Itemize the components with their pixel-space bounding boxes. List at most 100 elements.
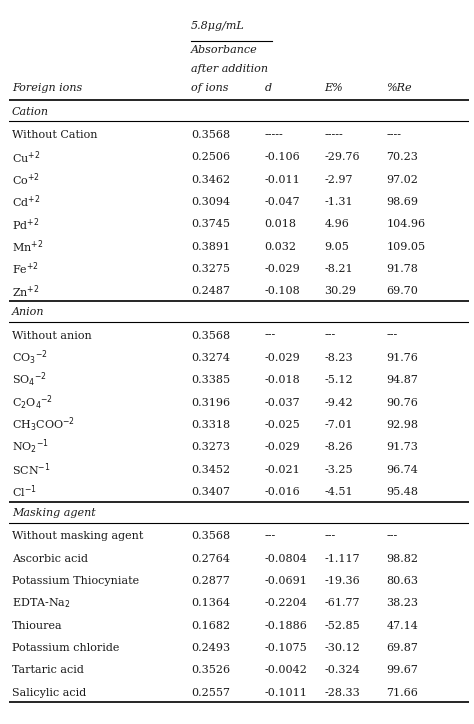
Text: 0.3745: 0.3745: [191, 219, 230, 230]
Text: 0.2493: 0.2493: [191, 643, 230, 653]
Text: 91.76: 91.76: [386, 353, 419, 363]
Text: 5.8μg/mL: 5.8μg/mL: [191, 22, 245, 31]
Text: 96.74: 96.74: [386, 465, 419, 475]
Text: 0.3196: 0.3196: [191, 397, 230, 408]
Text: Cl$^{-1}$: Cl$^{-1}$: [12, 484, 36, 500]
Text: 109.05: 109.05: [386, 242, 426, 252]
Text: -4.51: -4.51: [324, 487, 353, 497]
Text: 90.76: 90.76: [386, 397, 419, 408]
Text: Zn$^{+2}$: Zn$^{+2}$: [12, 283, 39, 300]
Text: %Re: %Re: [386, 83, 412, 93]
Text: 0.2506: 0.2506: [191, 152, 230, 162]
Text: Anion: Anion: [12, 307, 44, 317]
Text: -2.97: -2.97: [324, 174, 353, 185]
Text: -3.25: -3.25: [324, 465, 353, 475]
Text: 91.73: 91.73: [386, 442, 419, 452]
Text: CO$_3$$^{-2}$: CO$_3$$^{-2}$: [12, 349, 47, 367]
Text: of ions: of ions: [191, 83, 228, 93]
Text: 70.23: 70.23: [386, 152, 419, 162]
Text: ----: ----: [386, 130, 401, 140]
Text: 99.67: 99.67: [386, 665, 419, 675]
Text: 0.2877: 0.2877: [191, 576, 230, 586]
Text: 0.3407: 0.3407: [191, 487, 230, 497]
Text: Cu$^{+2}$: Cu$^{+2}$: [12, 149, 40, 166]
Text: -0.2204: -0.2204: [264, 598, 308, 608]
Text: 0.018: 0.018: [264, 219, 297, 230]
Text: 9.05: 9.05: [324, 242, 349, 252]
Text: 0.3462: 0.3462: [191, 174, 230, 185]
Text: -0.037: -0.037: [264, 397, 301, 408]
Text: 94.87: 94.87: [386, 375, 419, 385]
Text: 0.3385: 0.3385: [191, 375, 230, 385]
Text: -0.0042: -0.0042: [264, 665, 308, 675]
Text: -0.029: -0.029: [264, 264, 301, 274]
Text: -0.108: -0.108: [264, 287, 301, 296]
Text: Potassium chloride: Potassium chloride: [12, 643, 119, 653]
Text: Ascorbic acid: Ascorbic acid: [12, 554, 88, 563]
Text: Co$^{+2}$: Co$^{+2}$: [12, 172, 40, 188]
Text: -0.021: -0.021: [264, 465, 301, 475]
Text: ---: ---: [264, 531, 276, 541]
Text: ---: ---: [386, 531, 398, 541]
Text: 0.2487: 0.2487: [191, 287, 230, 296]
Text: 0.3275: 0.3275: [191, 264, 230, 274]
Text: -----: -----: [264, 130, 283, 140]
Text: -8.21: -8.21: [324, 264, 353, 274]
Text: SO$_4$$^{-2}$: SO$_4$$^{-2}$: [12, 371, 46, 390]
Text: NO$_2$$^{-1}$: NO$_2$$^{-1}$: [12, 438, 49, 457]
Text: 0.3568: 0.3568: [191, 531, 230, 541]
Text: -0.1886: -0.1886: [264, 620, 308, 631]
Text: -1.31: -1.31: [324, 197, 353, 207]
Text: -7.01: -7.01: [324, 420, 353, 430]
Text: Mn$^{+2}$: Mn$^{+2}$: [12, 238, 43, 255]
Text: -61.77: -61.77: [324, 598, 360, 608]
Text: 98.82: 98.82: [386, 554, 419, 563]
Text: -9.42: -9.42: [324, 397, 353, 408]
Text: 0.2764: 0.2764: [191, 554, 230, 563]
Text: -0.025: -0.025: [264, 420, 301, 430]
Text: 0.3318: 0.3318: [191, 420, 230, 430]
Text: -0.0804: -0.0804: [264, 554, 308, 563]
Text: 0.3526: 0.3526: [191, 665, 230, 675]
Text: -0.0691: -0.0691: [264, 576, 308, 586]
Text: 0.3274: 0.3274: [191, 353, 230, 363]
Text: ---: ---: [264, 331, 276, 340]
Text: 80.63: 80.63: [386, 576, 419, 586]
Text: 30.29: 30.29: [324, 287, 356, 296]
Text: Absorbance: Absorbance: [191, 45, 258, 55]
Text: 69.87: 69.87: [386, 643, 419, 653]
Text: 0.3452: 0.3452: [191, 465, 230, 475]
Text: 0.032: 0.032: [264, 242, 297, 252]
Text: Cation: Cation: [12, 106, 49, 117]
Text: -0.324: -0.324: [324, 665, 360, 675]
Text: Masking agent: Masking agent: [12, 508, 96, 518]
Text: 0.3568: 0.3568: [191, 331, 230, 340]
Text: -30.12: -30.12: [324, 643, 360, 653]
Text: -0.029: -0.029: [264, 353, 301, 363]
Text: -28.33: -28.33: [324, 688, 360, 698]
Text: -0.018: -0.018: [264, 375, 301, 385]
Text: 0.3273: 0.3273: [191, 442, 230, 452]
Text: 38.23: 38.23: [386, 598, 419, 608]
Text: 91.78: 91.78: [386, 264, 419, 274]
Text: -29.76: -29.76: [324, 152, 360, 162]
Text: 0.1682: 0.1682: [191, 620, 230, 631]
Text: EDTA-Na$_2$: EDTA-Na$_2$: [12, 597, 71, 610]
Text: 0.3094: 0.3094: [191, 197, 230, 207]
Text: after addition: after addition: [191, 64, 268, 74]
Text: -19.36: -19.36: [324, 576, 360, 586]
Text: Without masking agent: Without masking agent: [12, 531, 143, 541]
Text: Thiourea: Thiourea: [12, 620, 63, 631]
Text: ---: ---: [386, 331, 398, 340]
Text: 47.14: 47.14: [386, 620, 419, 631]
Text: -0.011: -0.011: [264, 174, 301, 185]
Text: Cd$^{+2}$: Cd$^{+2}$: [12, 193, 40, 210]
Text: 0.2557: 0.2557: [191, 688, 230, 698]
Text: -8.23: -8.23: [324, 353, 353, 363]
Text: 97.02: 97.02: [386, 174, 419, 185]
Text: -5.12: -5.12: [324, 375, 353, 385]
Text: 0.3568: 0.3568: [191, 130, 230, 140]
Text: -0.047: -0.047: [264, 197, 301, 207]
Text: E%: E%: [324, 83, 343, 93]
Text: CH$_3$COO$^{-2}$: CH$_3$COO$^{-2}$: [12, 416, 75, 434]
